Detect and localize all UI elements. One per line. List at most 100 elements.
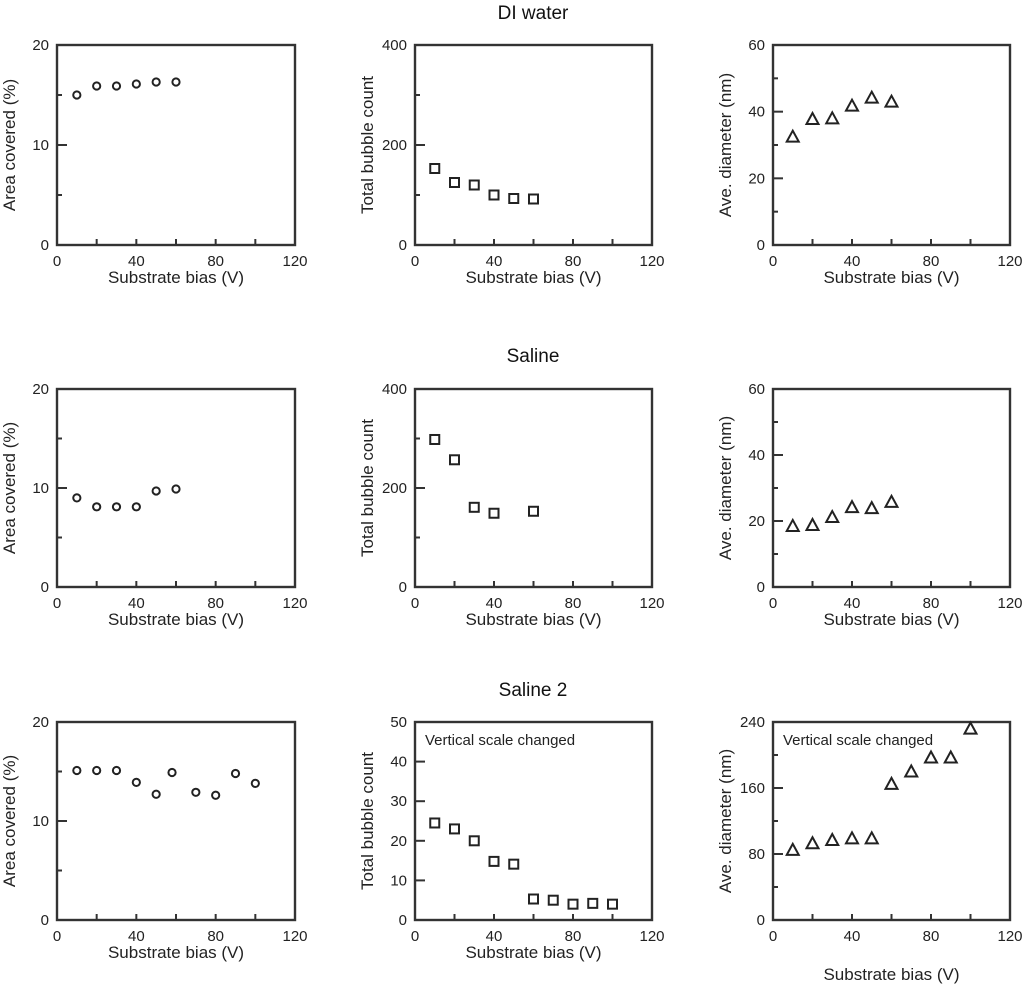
- y-tick-label: 0: [399, 579, 407, 596]
- data-point: [111, 502, 122, 512]
- x-tick-label: 40: [128, 928, 145, 945]
- row-title-saline: Saline: [507, 346, 560, 367]
- x-tick-label: 80: [923, 253, 940, 270]
- data-point: [903, 763, 919, 778]
- y-tick-label: 200: [382, 137, 407, 154]
- data-point: [962, 720, 979, 735]
- x-tick-label: 80: [207, 253, 224, 270]
- data-point: [528, 193, 539, 205]
- x-tick-label: 0: [769, 253, 777, 270]
- data-point: [468, 179, 480, 191]
- y-tick-label: 0: [757, 237, 765, 254]
- plot-frame: [413, 387, 654, 589]
- x-tick-label: 40: [844, 595, 861, 612]
- scale-note: Vertical scale changed: [783, 732, 933, 749]
- x-tick-label: 80: [207, 595, 224, 612]
- y-axis-title: Ave. diameter (nm): [716, 749, 735, 893]
- y-tick-label: 0: [41, 579, 49, 596]
- x-tick-label: 80: [923, 928, 940, 945]
- y-axis-title: Ave. diameter (nm): [716, 416, 735, 560]
- data-point: [864, 89, 880, 104]
- y-axis-title: Area covered (%): [0, 755, 19, 887]
- y-tick-label: 50: [390, 714, 407, 731]
- x-tick-label: 120: [639, 928, 664, 945]
- plot-frame: [55, 720, 297, 922]
- y-tick-label: 20: [32, 37, 49, 54]
- data-point: [488, 855, 500, 867]
- data-point: [468, 501, 480, 513]
- y-tick-label: 0: [41, 912, 49, 929]
- x-axis-title: Substrate bias (V): [108, 610, 244, 629]
- row-title-di-water: DI water: [498, 3, 569, 24]
- y-tick-label: 0: [757, 912, 765, 929]
- data-point: [151, 789, 161, 799]
- y-tick-label: 60: [748, 381, 765, 398]
- x-tick-label: 80: [565, 253, 582, 270]
- x-tick-label: 0: [769, 595, 777, 612]
- data-point: [804, 835, 821, 850]
- x-tick-label: 0: [53, 595, 61, 612]
- x-axis-title: Substrate bias (V): [823, 610, 959, 629]
- data-point: [785, 128, 801, 143]
- data-point: [785, 517, 801, 532]
- data-point: [824, 508, 840, 524]
- panels-group: 0 40 80 120 0 10 20 Substrate bias (V) Area cove…: [0, 37, 1023, 984]
- plot-frame: [55, 43, 297, 247]
- panel-1: 0 40 80 120 0 10 20 Substrate bias (V) Area cove…: [0, 37, 308, 287]
- y-axis-title: Area covered (%): [0, 422, 19, 554]
- y-tick-label: 240: [740, 714, 765, 731]
- data-point: [131, 79, 141, 89]
- data-point: [943, 749, 959, 764]
- data-point: [488, 507, 500, 519]
- x-tick-label: 40: [844, 253, 861, 270]
- row-title-saline-2: Saline 2: [499, 680, 568, 701]
- data-point: [191, 787, 201, 797]
- y-tick-label: 20: [32, 381, 49, 398]
- x-tick-label: 120: [639, 253, 664, 270]
- y-axis-title: Ave. diameter (nm): [716, 73, 735, 217]
- data-point: [449, 454, 460, 466]
- panel-2: 0 40 80 120 0 200 400 Substrate bias (V) Total b…: [358, 37, 665, 287]
- x-tick-label: 120: [282, 595, 307, 612]
- data-point: [804, 110, 821, 125]
- y-tick-label: 10: [32, 813, 49, 830]
- data-point: [488, 189, 500, 201]
- x-tick-label: 80: [923, 595, 940, 612]
- plot-frame: [771, 720, 1012, 922]
- plot-frame: [55, 387, 297, 589]
- data-point: [508, 858, 520, 870]
- panel-8: 0 40 80 120 0 10 20 30 40 50 Substrate bias (V) Tot…: [358, 714, 665, 962]
- data-point: [468, 835, 480, 847]
- x-tick-label: 40: [486, 928, 503, 945]
- plot-frame: [413, 720, 654, 922]
- data-point: [864, 500, 880, 515]
- x-tick-label: 40: [128, 253, 145, 270]
- data-point: [824, 110, 840, 125]
- x-tick-label: 120: [997, 928, 1022, 945]
- y-tick-label: 0: [41, 237, 49, 254]
- data-point: [92, 765, 102, 776]
- panel-6: 0 40 80 120 0 20 40 60 Substrate bias (V) Ave. di…: [716, 381, 1023, 629]
- y-tick-label: 10: [32, 137, 49, 154]
- plot-frame: [771, 43, 1012, 247]
- x-tick-label: 0: [53, 928, 61, 945]
- x-tick-label: 80: [565, 595, 582, 612]
- x-tick-label: 120: [997, 595, 1022, 612]
- y-axis-title: Total bubble count: [358, 419, 377, 557]
- data-point: [547, 894, 559, 906]
- data-point: [883, 493, 900, 508]
- data-point: [111, 81, 122, 91]
- y-tick-label: 20: [748, 513, 765, 530]
- x-axis-title: Substrate bias (V): [823, 268, 959, 287]
- data-point: [171, 484, 181, 494]
- y-tick-label: 60: [748, 37, 765, 54]
- data-point: [429, 817, 441, 829]
- data-point: [883, 93, 900, 108]
- data-point: [92, 502, 102, 512]
- data-point: [171, 77, 181, 87]
- data-point: [607, 898, 618, 910]
- x-axis-title: Substrate bias (V): [465, 943, 601, 962]
- y-tick-label: 20: [32, 714, 49, 731]
- panel-5: 0 40 80 120 0 200 400 Substrate bias (V) Total b…: [358, 381, 665, 629]
- y-tick-label: 40: [748, 447, 765, 464]
